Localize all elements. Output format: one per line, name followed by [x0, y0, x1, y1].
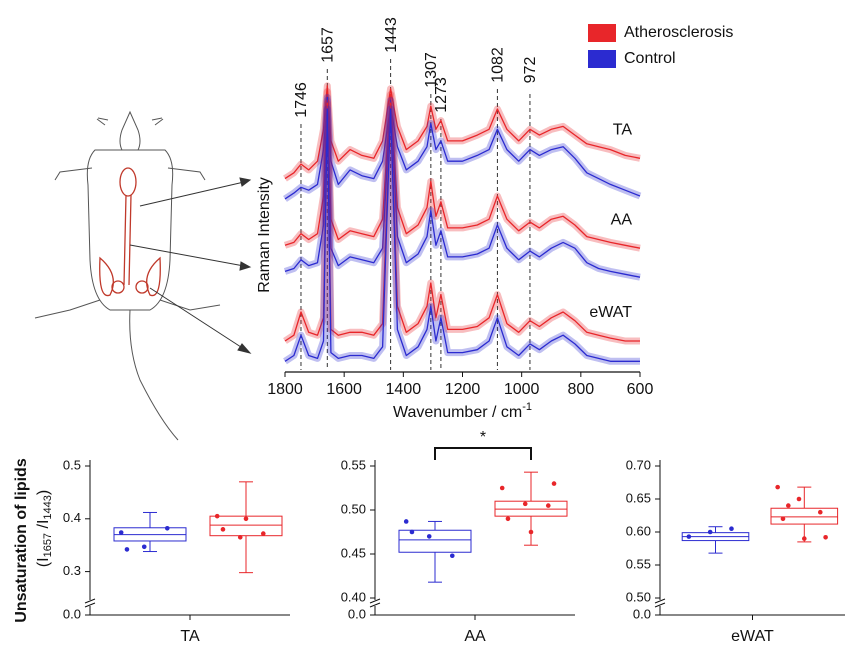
y-axis-units-sub: 1443 — [42, 495, 54, 519]
y-axis-units-sub: 1657 — [42, 533, 54, 557]
y-axis-label: Raman Intensity — [256, 177, 273, 293]
data-point — [260, 531, 266, 536]
peak-label: 1746 — [293, 82, 310, 118]
data-point — [775, 484, 780, 490]
y-tick-label: 0.60 — [626, 523, 651, 538]
data-point — [118, 530, 124, 535]
data-point — [409, 529, 415, 535]
x-axis-label-sup: -1 — [522, 401, 532, 413]
y-tick-label: 0.0 — [63, 606, 81, 621]
data-point — [786, 503, 791, 508]
y-tick-label: 0.0 — [633, 606, 651, 621]
x-tick-label: 600 — [627, 381, 654, 398]
data-point — [237, 534, 243, 540]
mouse-sketch — [34, 110, 221, 441]
data-point — [528, 529, 534, 535]
peak-label: 972 — [522, 57, 539, 84]
y-axis-units-text: ) — [35, 490, 52, 495]
y-tick-label: 0.0 — [348, 606, 366, 621]
x-tick-label: 1000 — [504, 381, 540, 398]
group-label: TA — [613, 122, 633, 139]
axis-break — [84, 598, 96, 608]
data-point — [729, 526, 734, 531]
data-point — [817, 509, 823, 515]
x-tick-label: 1600 — [326, 381, 362, 398]
group-label: eWAT — [589, 304, 632, 321]
legend-label: Atherosclerosis — [624, 24, 733, 41]
x-axis-label-text: Wavenumber / cm — [393, 404, 522, 421]
y-tick-label: 0.65 — [626, 490, 651, 505]
data-point — [243, 516, 249, 522]
y-tick-label: 0.45 — [341, 545, 366, 560]
peak-label: 1443 — [383, 17, 400, 53]
y-tick-label: 0.70 — [626, 457, 651, 472]
data-point — [802, 536, 807, 541]
significance-label: * — [480, 429, 486, 446]
peak-label: 1273 — [433, 77, 450, 113]
x-tick-label: 1800 — [267, 381, 303, 398]
axis-break — [654, 598, 666, 608]
x-tick-label: 1400 — [386, 381, 422, 398]
peak-label: 1657 — [320, 27, 337, 63]
data-point — [522, 501, 528, 507]
legend-swatch — [588, 24, 616, 42]
box — [398, 529, 472, 553]
y-tick-label: 0.3 — [63, 563, 81, 578]
mouse-vessels — [99, 167, 161, 297]
data-point — [220, 527, 226, 532]
y-tick-label: 0.40 — [341, 589, 366, 604]
group-label: AA — [611, 211, 633, 228]
arrows — [129, 177, 252, 354]
peak-label: 1307 — [423, 52, 440, 88]
x-tick-label: 1200 — [445, 381, 481, 398]
y-tick-label: 0.50 — [626, 589, 651, 604]
data-point — [707, 529, 713, 535]
data-point — [214, 513, 220, 519]
y-axis-units-text: (I — [35, 557, 52, 567]
peak-label: 1082 — [490, 47, 507, 83]
significance-bracket — [434, 447, 532, 460]
series-line — [284, 99, 641, 200]
y-tick-label: 0.4 — [63, 510, 81, 525]
y-tick-label: 0.5 — [63, 457, 81, 472]
legend-label: Control — [624, 50, 676, 67]
axis-break — [369, 598, 381, 608]
legend-swatch — [588, 50, 616, 68]
data-point — [449, 553, 455, 559]
data-point — [141, 544, 147, 550]
y-tick-label: 0.55 — [341, 457, 366, 472]
series-line — [284, 108, 640, 362]
data-point — [505, 516, 511, 522]
data-point — [545, 503, 551, 508]
data-point — [499, 485, 505, 491]
data-point — [551, 481, 557, 486]
data-point — [164, 526, 170, 531]
data-point — [686, 534, 692, 539]
box — [770, 507, 839, 525]
y-axis-label: Unsaturation of lipids — [13, 458, 30, 623]
data-point — [796, 496, 802, 502]
y-axis-units: (I1657 /I1443) — [35, 490, 54, 567]
data-point — [823, 534, 828, 540]
x-category-label: eWAT — [731, 628, 774, 645]
x-axis-label: Wavenumber / cm-1 — [393, 401, 532, 421]
data-point — [403, 519, 409, 524]
y-tick-label: 0.50 — [341, 501, 366, 516]
x-tick-label: 800 — [567, 381, 594, 398]
x-category-label: AA — [464, 628, 486, 645]
x-category-label: TA — [180, 628, 200, 645]
data-point — [426, 534, 432, 539]
data-point — [780, 516, 786, 522]
data-point — [124, 547, 130, 552]
box — [209, 515, 283, 537]
y-tick-label: 0.55 — [626, 556, 651, 571]
y-axis-units-text: /I — [35, 520, 52, 533]
